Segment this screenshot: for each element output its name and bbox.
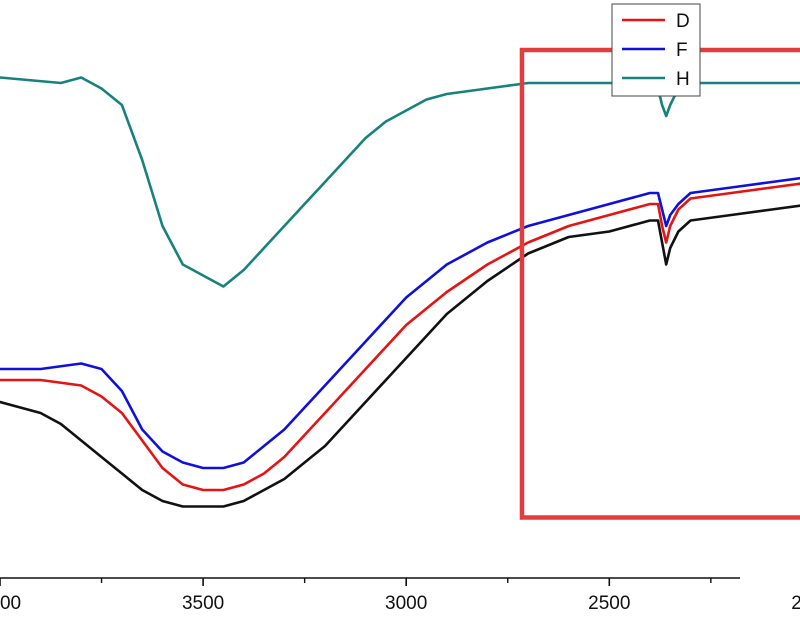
series-line-f <box>0 176 800 470</box>
series-line-unlabeled-3 <box>0 204 800 508</box>
x-axis: 4000350030002500200015001000500 <box>0 577 800 614</box>
series-layer <box>0 76 800 508</box>
annotation-layer <box>519 47 800 520</box>
legend-label-f: F <box>676 40 688 61</box>
x-tick-label: 3000 <box>385 593 427 614</box>
legend-label-d: D <box>676 11 690 32</box>
legend-label-h: H <box>676 69 690 90</box>
highlight-box-1 <box>519 47 800 520</box>
x-tick-label: 3500 <box>182 593 224 614</box>
legend: DFH <box>611 3 701 97</box>
x-tick-label: 4000 <box>0 593 21 614</box>
series-line-h <box>0 76 800 288</box>
series-line-d <box>0 182 800 492</box>
x-tick-label: 2000 <box>791 593 800 614</box>
x-tick-label: 2500 <box>588 593 630 614</box>
